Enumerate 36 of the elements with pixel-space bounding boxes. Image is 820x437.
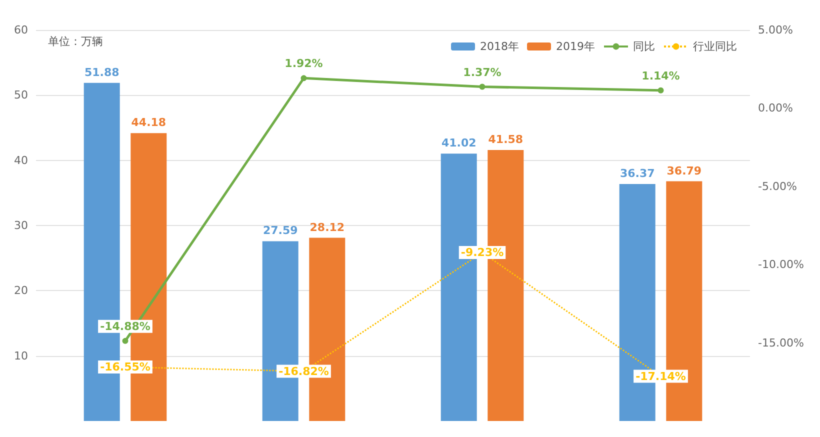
data-label: 28.12	[310, 220, 345, 234]
data-label: 36.79	[666, 164, 702, 178]
y-tick-label: 60	[14, 24, 28, 36]
data-label: 44.18	[131, 116, 166, 130]
y-tick-label: 20	[14, 284, 28, 298]
point	[658, 87, 664, 94]
y2-tick-label: -15.00%	[758, 336, 804, 350]
data-label: 36.37	[620, 166, 655, 180]
y2-tick-label: -10.00%	[758, 258, 804, 272]
y-tick-label: 40	[14, 154, 28, 167]
y2-tick-label: -5.00%	[758, 180, 797, 193]
data-label: 1.37%	[463, 66, 502, 79]
data-label: 1.92%	[284, 57, 323, 70]
y2-tick-label: 0.00%	[758, 102, 793, 115]
annotation: 单位：万辆	[48, 35, 103, 48]
data-label: 1.14%	[642, 69, 680, 82]
legend-label: 2019年	[556, 40, 596, 53]
y-tick-label: 30	[14, 219, 28, 232]
legend-label: 2018年	[480, 40, 520, 53]
data-label: 41.02	[441, 136, 476, 150]
point	[300, 75, 307, 82]
data-label: -16.55%	[100, 360, 150, 374]
data-label: -9.23%	[460, 246, 504, 260]
legend-label: 行业同比	[693, 40, 737, 53]
data-label: -17.14%	[636, 370, 686, 383]
legend-label: 同比	[633, 40, 655, 53]
data-label: 27.59	[262, 224, 298, 238]
data-label: -16.82%	[278, 364, 329, 378]
y-tick-label: 50	[14, 88, 28, 102]
y-tick-label: 10	[14, 349, 28, 362]
y2-tick-label: 5.00%	[758, 24, 793, 36]
point	[122, 338, 128, 344]
data-label: -14.88%	[100, 320, 150, 333]
data-label: 51.88	[84, 66, 120, 79]
point	[479, 84, 486, 90]
data-label: 41.58	[488, 133, 524, 146]
